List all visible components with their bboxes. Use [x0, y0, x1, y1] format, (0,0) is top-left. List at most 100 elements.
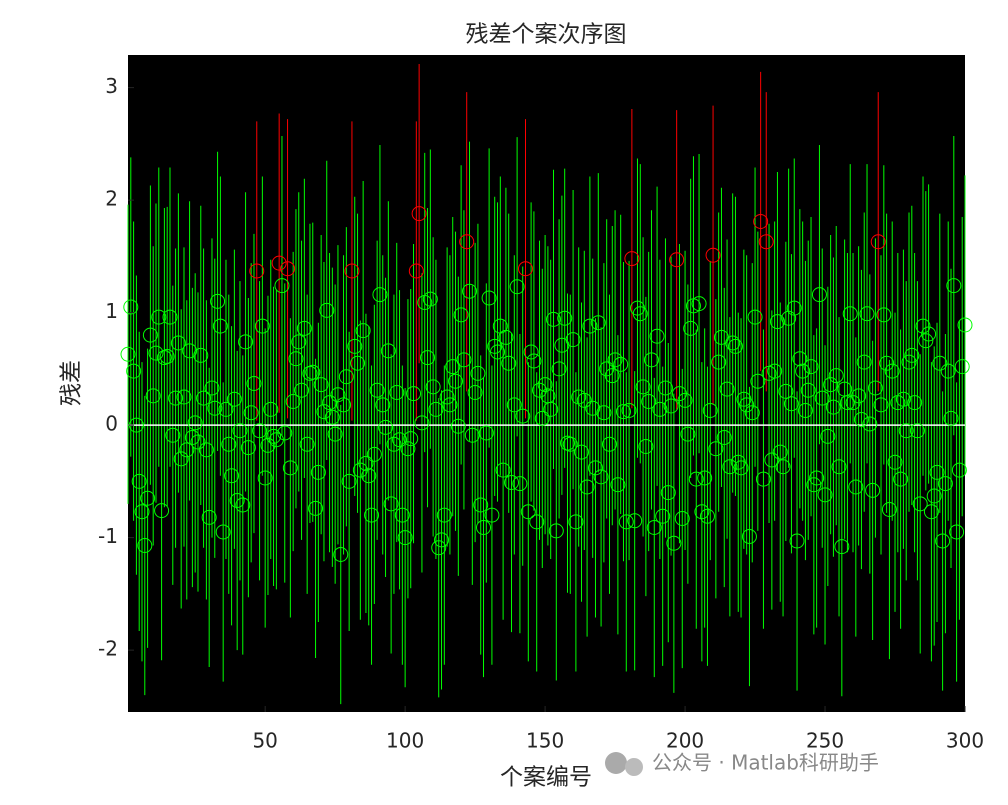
residual-point [232, 423, 248, 439]
residual-point [683, 320, 699, 336]
residual-point [369, 382, 385, 398]
residual-point [783, 396, 799, 412]
residual-point [568, 514, 584, 530]
residual-point [593, 469, 609, 485]
residual-point [545, 311, 561, 327]
residual-point [621, 403, 637, 418]
residual-point [478, 425, 494, 441]
residual-point [224, 468, 240, 484]
residual-point [316, 404, 332, 420]
residual-point [263, 401, 279, 417]
residual-point [655, 508, 671, 524]
residual-point [632, 306, 648, 322]
residual-point [529, 514, 545, 530]
residual-point [313, 377, 329, 393]
residual-point [137, 538, 153, 553]
residual-point [943, 410, 959, 426]
residual-point [526, 353, 542, 369]
residual-point [862, 416, 878, 432]
residual-point [702, 403, 718, 418]
residual-point [733, 460, 749, 476]
residual-point [299, 436, 315, 452]
residual-point [873, 397, 889, 413]
residual-point [778, 383, 794, 399]
residual-point [425, 379, 441, 395]
residual-point [470, 365, 486, 381]
residual-point [260, 437, 276, 453]
x-tick-label: 50 [252, 729, 277, 753]
residual-point [865, 482, 881, 498]
residual-point [792, 351, 808, 367]
residual-point [921, 326, 937, 342]
residual-point [254, 318, 270, 334]
residual-point [271, 255, 287, 271]
residual-point [372, 287, 388, 303]
residual-point [806, 477, 822, 493]
y-axis-label: 残差 [59, 360, 85, 406]
residual-point [957, 317, 973, 333]
residual-point [308, 500, 324, 516]
residual-point [456, 352, 472, 368]
residual-point [501, 355, 517, 371]
residual-point [506, 397, 522, 413]
residual-point [926, 488, 942, 504]
residual-point [156, 350, 172, 366]
residual-point [355, 323, 371, 339]
residual-point [215, 524, 231, 540]
residual-point [946, 278, 962, 294]
y-tick-label: 3 [105, 74, 118, 98]
residual-point [534, 410, 550, 426]
residual-point [142, 327, 158, 343]
residual-point [358, 455, 374, 471]
residual-point [912, 496, 928, 512]
residual-point [604, 368, 620, 384]
residual-point [893, 471, 909, 487]
residual-point [453, 307, 469, 323]
residual-point [378, 419, 394, 435]
residual-point [750, 373, 766, 389]
residual-point [839, 395, 855, 411]
residual-point [518, 261, 534, 277]
residual-point [548, 523, 564, 539]
residual-point [649, 328, 665, 344]
residual-point [705, 247, 721, 263]
residual-point [285, 394, 301, 409]
residual-point [324, 409, 340, 425]
residual-point [635, 379, 651, 395]
residual-point [134, 504, 150, 520]
residual-point [467, 385, 483, 400]
residual-point [523, 344, 539, 360]
residual-point [876, 307, 892, 323]
residual-point [918, 333, 934, 349]
residual-point [504, 475, 520, 490]
residual-point [414, 415, 430, 431]
residual-point [711, 354, 727, 370]
residual-point [366, 446, 382, 462]
residual-point [867, 380, 883, 396]
residual-point [448, 373, 464, 389]
residual-point [895, 391, 911, 407]
residual-point [338, 369, 354, 385]
x-axis-label: 个案编号 [500, 765, 592, 791]
residual-point [397, 530, 413, 546]
residual-point [198, 442, 214, 458]
residual-point [400, 441, 416, 457]
residual-point [176, 389, 192, 405]
residual-point [694, 504, 710, 520]
residual-point [319, 302, 335, 318]
residual-point [814, 390, 830, 406]
residual-point [688, 471, 704, 487]
residual-point [196, 390, 212, 406]
residual-point [327, 426, 343, 442]
residual-point [820, 428, 836, 444]
residual-point [428, 401, 444, 417]
residual-point [140, 490, 156, 506]
residual-point [909, 423, 925, 439]
residual-point [246, 376, 262, 391]
residual-point [291, 334, 307, 350]
residual-point [576, 392, 592, 408]
residual-point [823, 377, 839, 393]
residual-point [154, 503, 170, 519]
residual-point [498, 329, 514, 345]
residual-point [431, 540, 447, 556]
